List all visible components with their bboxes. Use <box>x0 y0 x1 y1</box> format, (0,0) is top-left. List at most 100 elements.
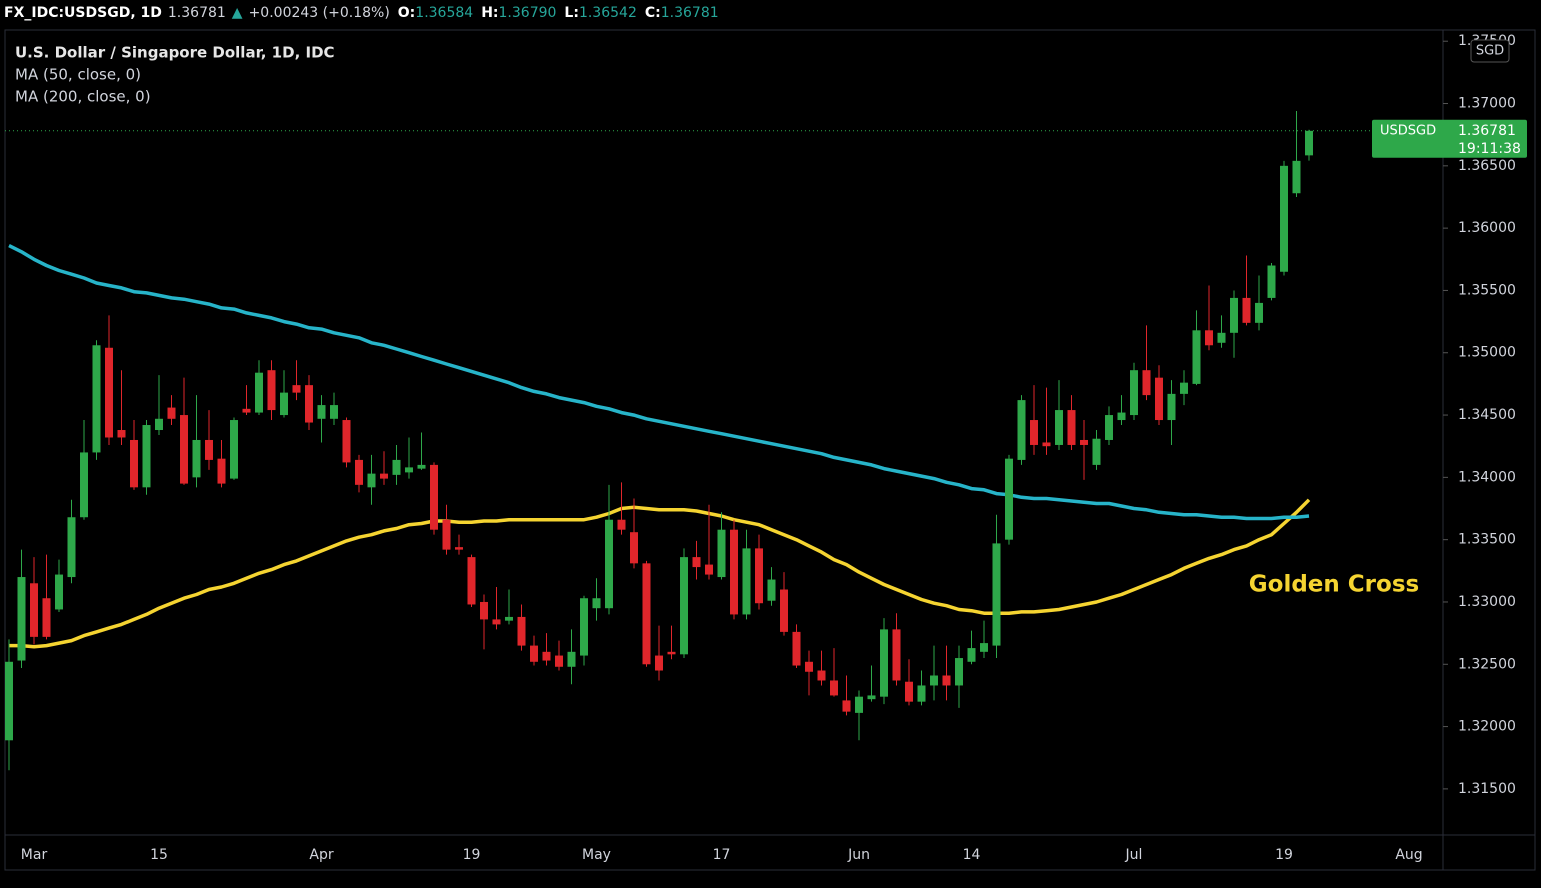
candle-body <box>1167 393 1176 421</box>
candle-body <box>1255 302 1263 323</box>
candle-body <box>780 589 788 632</box>
y-tick-label: 1.36500 <box>1458 158 1516 174</box>
candle-body <box>467 557 476 605</box>
symbol-header: FX_IDC:USDSGD, 1D 1.36781 ▲ +0.00243 (+0… <box>4 2 719 24</box>
candle-body <box>355 459 363 485</box>
y-tick-label: 1.32500 <box>1458 656 1516 672</box>
candle-body <box>517 616 526 646</box>
candle-body <box>792 631 801 666</box>
candle-body <box>92 345 101 453</box>
candle-body <box>692 557 701 568</box>
candle-body <box>1055 410 1063 445</box>
x-tick-label: 15 <box>150 847 168 863</box>
x-tick-label: 14 <box>963 847 981 863</box>
candle-body <box>42 598 51 637</box>
x-tick-label: May <box>582 847 611 863</box>
candle-body <box>767 579 776 601</box>
y-tick-label: 1.34500 <box>1458 407 1516 423</box>
candle-body <box>1067 410 1076 445</box>
candle-body <box>717 529 726 578</box>
candle-body <box>567 651 576 667</box>
ohlc-value: 1.36584 <box>415 5 474 21</box>
candle-body <box>1042 442 1051 447</box>
candle-body <box>917 685 926 702</box>
symbol: FX_IDC:USDSGD, 1D <box>4 5 162 21</box>
candle-body <box>655 655 663 671</box>
price-tag <box>1372 119 1527 158</box>
candle-body <box>880 629 888 697</box>
candle-body <box>405 467 413 473</box>
y-tick-label: 1.31500 <box>1458 781 1516 797</box>
x-tick-label: Aug <box>1395 847 1422 863</box>
candle-body <box>705 564 713 575</box>
candle-body <box>280 392 288 416</box>
candle-body <box>17 577 26 661</box>
candle-body <box>942 675 951 686</box>
candle-body <box>605 519 613 609</box>
candle-body <box>380 473 388 479</box>
candle-body <box>442 519 451 550</box>
candle-body <box>1292 160 1301 194</box>
candle-body <box>317 405 326 419</box>
candle-body <box>242 408 251 413</box>
candle-body <box>555 655 563 667</box>
candle-body <box>1080 439 1088 445</box>
x-tick-label: Jun <box>847 847 870 863</box>
candle-body <box>167 407 176 419</box>
candle-body <box>1280 165 1288 272</box>
candle-body <box>955 658 963 686</box>
moving-average-line <box>9 498 1311 649</box>
candle-body <box>855 696 863 713</box>
candle-body <box>1305 130 1313 156</box>
candle-body <box>367 473 376 488</box>
candle-body <box>1092 438 1101 465</box>
candle-body <box>1267 265 1276 298</box>
x-tick-label: 19 <box>1275 847 1293 863</box>
ohlc-key: H: <box>481 5 499 21</box>
candle-body <box>1005 458 1013 540</box>
candle-body <box>130 439 138 488</box>
candle-body <box>930 675 938 686</box>
y-tick-label: 1.32000 <box>1458 719 1516 735</box>
labels: U.S. Dollar / Singapore Dollar, 1D, IDC … <box>15 33 1527 863</box>
ohlc-value: 1.36790 <box>498 5 557 21</box>
ma-lines <box>8 244 1311 649</box>
candle-body <box>1030 420 1038 445</box>
y-tick-label: 1.33000 <box>1458 594 1516 610</box>
candle-body <box>1130 370 1138 416</box>
candle-body <box>1117 412 1126 421</box>
y-tick-label: 1.36000 <box>1458 220 1516 236</box>
candle-body <box>255 372 263 413</box>
candle-body <box>1230 297 1238 333</box>
currency-badge <box>1470 39 1510 63</box>
frame <box>4 29 1536 871</box>
candle-body <box>830 680 838 696</box>
candle-body <box>617 519 626 530</box>
x-tick-label: Jul <box>1125 847 1143 863</box>
y-tick-label: 1.35000 <box>1458 345 1516 361</box>
candle-body <box>455 547 463 550</box>
change: +0.00243 (+0.18%) <box>248 5 390 21</box>
change-arrow: ▲ <box>231 5 243 21</box>
ohlc-value: 1.36542 <box>578 5 637 21</box>
candle-body <box>292 385 301 393</box>
y-tick-label: 1.35500 <box>1458 282 1516 298</box>
x-tick-label: 19 <box>463 847 481 863</box>
candle-body <box>230 420 238 479</box>
candle-body <box>342 420 351 463</box>
x-tick-label: Apr <box>309 847 333 863</box>
candle-body <box>867 695 876 700</box>
candle-body <box>755 548 763 604</box>
x-tick-label: 17 <box>713 847 731 863</box>
ohlc-key: L: <box>564 5 579 21</box>
candle-body <box>392 459 401 475</box>
ohlc-value: 1.36781 <box>660 5 719 21</box>
candle-body <box>630 532 638 564</box>
price-tag-countdown: 19:11:38 <box>1458 141 1521 157</box>
candle-body <box>5 661 13 741</box>
ohlc-key: O: <box>397 5 416 21</box>
candle-body <box>180 415 188 484</box>
candles <box>5 110 1313 771</box>
candle-body <box>530 645 538 662</box>
candle-body <box>542 651 551 661</box>
